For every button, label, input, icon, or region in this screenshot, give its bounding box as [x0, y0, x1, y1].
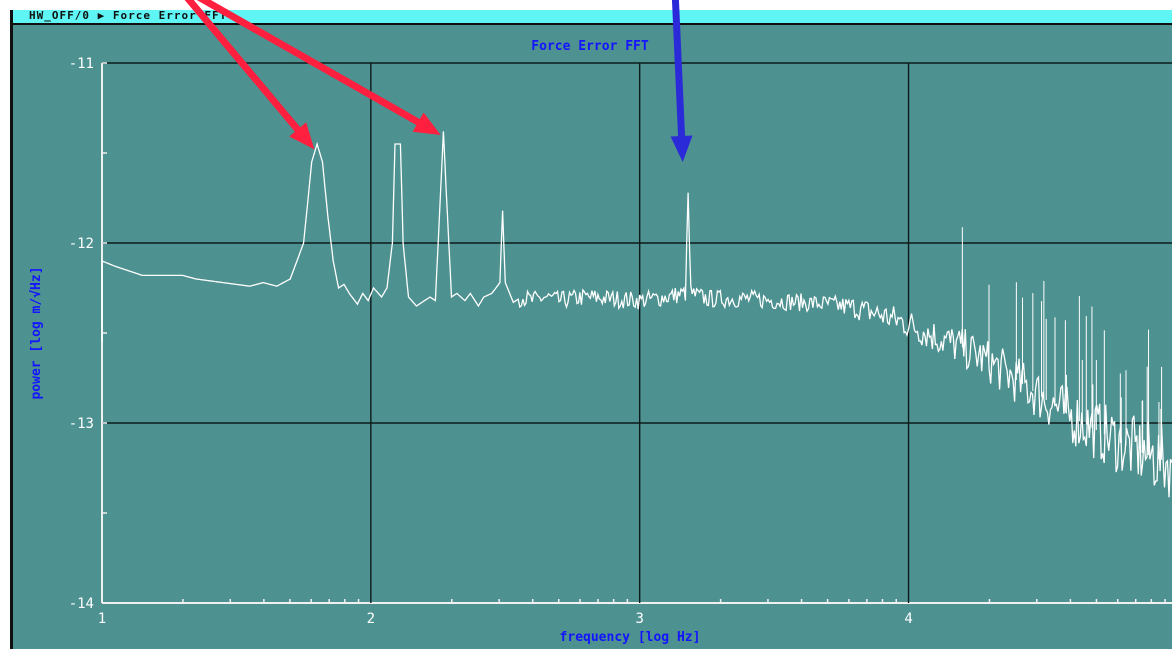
fft-window: HW_OFF/0 ▶ Force Error FFT — [10, 10, 1172, 649]
annotation-arrow — [196, 0, 441, 135]
annotation-arrow — [184, 0, 315, 150]
y-tick-label: -14 — [69, 596, 94, 612]
y-axis-label: power [log m/√Hz] — [29, 266, 44, 399]
x-tick-label: 2 — [367, 611, 375, 627]
series-line — [101, 131, 1172, 498]
chart-title: Force Error FFT — [531, 39, 649, 54]
annotation-arrow — [670, 0, 693, 162]
y-tick-label: -11 — [69, 56, 94, 72]
x-tick-label: 4 — [904, 611, 912, 627]
y-tick-label: -12 — [69, 236, 94, 252]
x-tick-label: 1 — [98, 611, 106, 627]
window-title: HW_OFF/0 ▶ Force Error FFT — [29, 10, 228, 22]
y-tick-label: -13 — [69, 416, 94, 432]
x-axis-label: frequency [log Hz] — [560, 630, 701, 645]
window-titlebar[interactable]: HW_OFF/0 ▶ Force Error FFT — [13, 10, 1172, 25]
x-tick-label: 3 — [635, 611, 643, 627]
